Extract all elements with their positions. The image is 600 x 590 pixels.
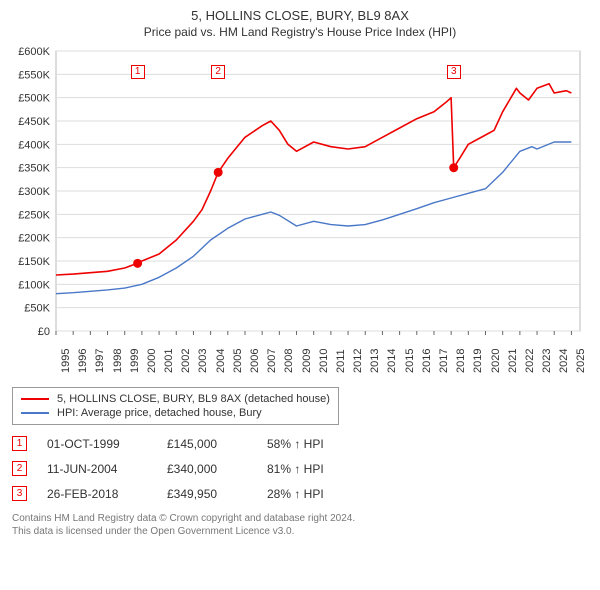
svg-text:£300K: £300K [18, 186, 50, 198]
svg-text:£450K: £450K [18, 116, 50, 128]
x-tick-label: 2000 [146, 349, 150, 373]
x-tick-label: 2016 [421, 349, 425, 373]
x-tick-label: 2013 [369, 349, 373, 373]
event-marker-label: 1 [131, 65, 145, 79]
svg-text:£50K: £50K [24, 303, 50, 315]
event-row: 1 01-OCT-1999 £145,000 58% ↑ HPI [12, 431, 588, 456]
x-tick-label: 2014 [386, 349, 390, 373]
x-tick-label: 1997 [94, 349, 98, 373]
svg-text:£100K: £100K [18, 279, 50, 291]
x-tick-label: 2007 [266, 349, 270, 373]
x-tick-label: 2008 [283, 349, 287, 373]
x-tick-label: 2023 [541, 349, 545, 373]
x-tick-label: 2019 [472, 349, 476, 373]
event-price: £340,000 [167, 462, 247, 476]
x-tick-label: 2012 [352, 349, 356, 373]
svg-text:£400K: £400K [18, 139, 50, 151]
event-price: £349,950 [167, 487, 247, 501]
event-marker-label: 2 [211, 65, 225, 79]
x-tick-label: 2009 [301, 349, 305, 373]
x-tick-label: 2006 [249, 349, 253, 373]
x-tick-label: 1999 [129, 349, 133, 373]
footer-line-1: Contains HM Land Registry data © Crown c… [12, 512, 588, 525]
legend-label: HPI: Average price, detached house, Bury [57, 407, 262, 419]
svg-text:£150K: £150K [18, 256, 50, 268]
event-number-box: 2 [12, 461, 27, 476]
legend-swatch [21, 412, 49, 414]
x-axis-labels: 1995 1996 1997 1998 1999 2000 2001 2002 2003 2004… [56, 337, 580, 377]
event-hpi-delta: 81% ↑ HPI [267, 462, 367, 476]
line-chart: £0 £50K £100K £150K £200K £250K £300K £350K £400… [12, 47, 588, 377]
x-tick-label: 2015 [404, 349, 408, 373]
x-tick-label: 1995 [60, 349, 64, 373]
chart-subtitle: Price paid vs. HM Land Registry's House … [12, 25, 588, 39]
svg-text:£350K: £350K [18, 163, 50, 175]
footer-line-2: This data is licensed under the Open Gov… [12, 525, 588, 538]
chart-container: £0 £50K £100K £150K £200K £250K £300K £350K £400… [12, 47, 588, 377]
event-hpi-delta: 28% ↑ HPI [267, 487, 367, 501]
legend-item: HPI: Average price, detached house, Bury [21, 406, 330, 420]
x-tick-label: 2024 [558, 349, 562, 373]
x-tick-label: 2010 [318, 349, 322, 373]
event-number-box: 3 [12, 486, 27, 501]
x-tick-label: 2017 [438, 349, 442, 373]
event-marker-label: 3 [447, 65, 461, 79]
event-table: 1 01-OCT-1999 £145,000 58% ↑ HPI 2 11-JUN-200… [12, 431, 588, 506]
legend-label: 5, HOLLINS CLOSE, BURY, BL9 8AX (detache… [57, 393, 330, 405]
svg-text:£0: £0 [38, 326, 50, 338]
svg-text:£250K: £250K [18, 209, 50, 221]
event-row: 3 26-FEB-2018 £349,950 28% ↑ HPI [12, 481, 588, 506]
x-tick-label: 2003 [197, 349, 201, 373]
event-price: £145,000 [167, 437, 247, 451]
x-tick-label: 2004 [215, 349, 219, 373]
x-tick-label: 2021 [507, 349, 511, 373]
event-hpi-delta: 58% ↑ HPI [267, 437, 367, 451]
footer-attribution: Contains HM Land Registry data © Crown c… [12, 512, 588, 538]
chart-title: 5, HOLLINS CLOSE, BURY, BL9 8AX [12, 8, 588, 23]
x-tick-label: 2022 [524, 349, 528, 373]
svg-text:£600K: £600K [18, 47, 50, 58]
x-tick-label: 2011 [335, 349, 339, 373]
event-number-box: 1 [12, 436, 27, 451]
legend-item: 5, HOLLINS CLOSE, BURY, BL9 8AX (detache… [21, 392, 330, 406]
x-tick-label: 2020 [490, 349, 494, 373]
legend: 5, HOLLINS CLOSE, BURY, BL9 8AX (detache… [12, 387, 339, 425]
event-row: 2 11-JUN-2004 £340,000 81% ↑ HPI [12, 456, 588, 481]
x-tick-label: 1996 [77, 349, 81, 373]
svg-text:£200K: £200K [18, 233, 50, 245]
event-date: 26-FEB-2018 [47, 487, 147, 501]
x-tick-label: 1998 [112, 349, 116, 373]
x-tick-label: 2001 [163, 349, 167, 373]
x-tick-label: 2005 [232, 349, 236, 373]
svg-text:£500K: £500K [18, 93, 50, 105]
x-tick-label: 2025 [575, 349, 579, 373]
legend-swatch [21, 398, 49, 400]
event-date: 11-JUN-2004 [47, 462, 147, 476]
event-date: 01-OCT-1999 [47, 437, 147, 451]
x-tick-label: 2018 [455, 349, 459, 373]
x-tick-label: 2002 [180, 349, 184, 373]
svg-text:£550K: £550K [18, 69, 50, 81]
